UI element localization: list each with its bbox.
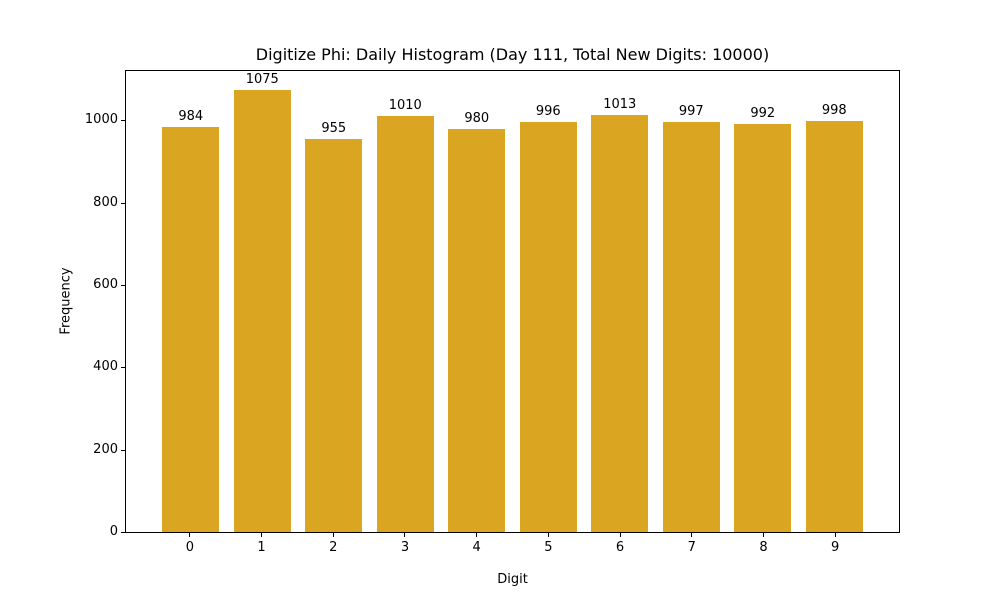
x-axis-label: Digit [497,572,528,587]
x-tick-mark [547,533,549,537]
bar-slot: 996 [513,71,585,532]
plot-area: 984 1075 955 1010 980 996 1013 997 992 998 [125,70,900,533]
bar [376,116,434,532]
x-tick-label: 5 [544,540,553,555]
x-tick: 9 [799,533,871,555]
x-tick: 7 [656,533,728,555]
chart-title: Digitize Phi: Daily Histogram (Day 111, … [255,45,770,64]
bar [305,139,363,532]
bar-value-label: 980 [464,111,490,126]
x-tick-mark [834,533,836,537]
bar-slot: 955 [298,71,370,532]
x-tick-mark [619,533,621,537]
x-tick: 3 [369,533,441,555]
bar-value-label: 1013 [603,97,637,112]
x-tick-label: 7 [687,540,696,555]
x-tick: 8 [728,533,800,555]
bar-slot: 997 [656,71,728,532]
y-tick-label: 1000 [84,112,118,127]
bar [519,122,577,532]
x-tick-label: 1 [257,540,266,555]
x-tick: 4 [441,533,513,555]
bar [662,122,720,532]
bar-value-label: 992 [750,106,776,121]
bar-value-label: 998 [821,103,847,118]
x-tick-mark [332,533,334,537]
x-tick-mark [762,533,764,537]
x-tick-label: 6 [615,540,625,555]
y-tick-label: 400 [93,359,118,374]
bar-value-label: 997 [678,104,704,119]
x-tick: 0 [154,533,226,555]
x-tick-mark [189,533,191,537]
y-tick-mark [121,285,125,286]
x-tick: 6 [584,533,656,555]
x-tick: 5 [513,533,585,555]
y-tick-label: 800 [93,195,118,210]
x-tick: 2 [297,533,369,555]
x-tick-label: 9 [831,540,840,555]
x-tick-mark [476,533,478,537]
bar-value-label: 1075 [245,72,279,87]
bar-slot: 992 [727,71,799,532]
bar [162,127,220,532]
y-tick-label: 200 [93,442,118,457]
bar-value-label: 1010 [388,98,422,113]
bar-slot: 1075 [227,71,299,532]
x-tick-mark [404,533,406,537]
bar-value-label: 984 [178,109,204,124]
y-tick-mark [121,367,125,368]
y-tick-mark [121,120,125,121]
y-tick-mark [121,532,125,533]
bar-value-label: 955 [321,121,347,136]
x-tick-label: 3 [400,540,410,555]
x-tick-label: 0 [185,540,194,555]
bar [734,124,792,532]
x-tick-mark [691,533,693,537]
bar [805,121,863,532]
bar [233,90,291,532]
y-tick-mark [121,450,125,451]
x-tick: 1 [226,533,298,555]
x-tick-label: 4 [472,540,481,555]
bar-slot: 1013 [584,71,656,532]
x-tick-label: 2 [329,540,338,555]
bar-slot: 1010 [370,71,442,532]
bar-slot: 980 [441,71,513,532]
y-tick-label: 0 [109,524,118,539]
y-tick-mark [121,203,125,204]
bar [448,129,506,532]
x-axis-ticks: 0 1 2 3 4 5 6 7 8 9 [125,533,900,555]
bar-slot: 984 [155,71,227,532]
bars-layer: 984 1075 955 1010 980 996 1013 997 992 998 [126,71,899,532]
bar-slot: 998 [799,71,871,532]
x-tick-label: 8 [759,540,768,555]
x-tick-mark [261,533,263,537]
bar [591,115,649,532]
bar-value-label: 996 [535,104,561,119]
y-tick-label: 600 [93,277,118,292]
